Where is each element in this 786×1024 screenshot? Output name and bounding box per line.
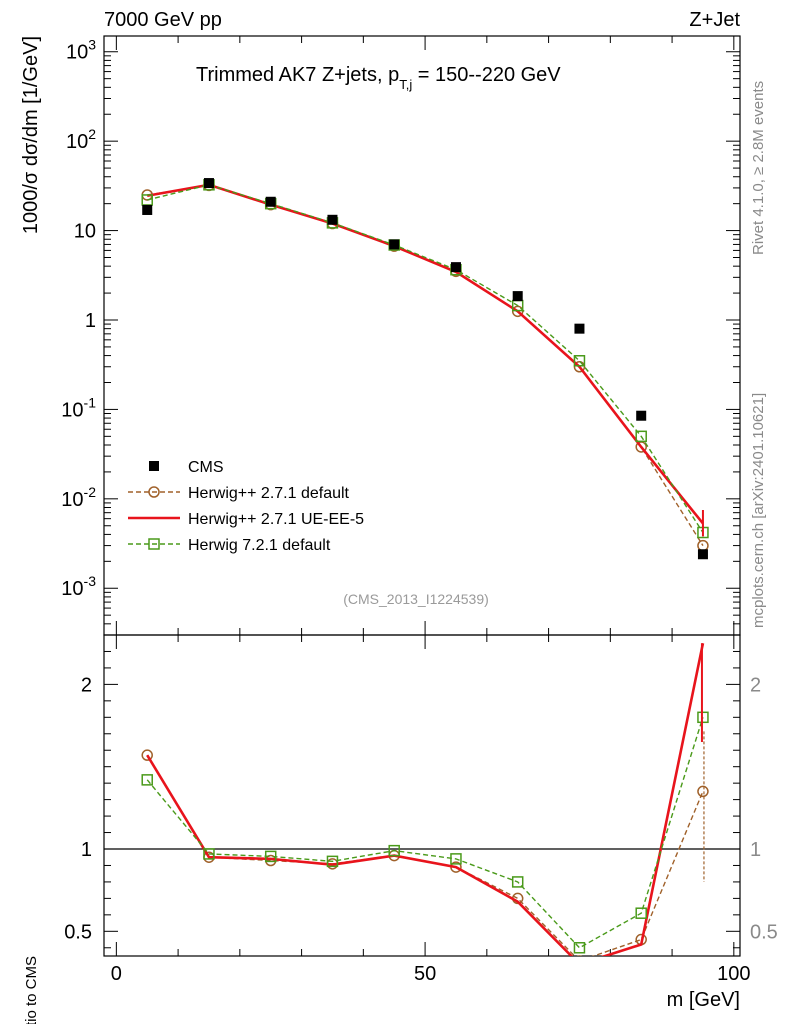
legend: CMS Herwig++ 2.7.1 default Herwig++ 2.7.1 … <box>128 459 364 554</box>
ratio-y-tick-label: 1 <box>81 839 92 861</box>
ratio-series-layer <box>141 642 709 956</box>
ratio-data-point <box>388 844 400 857</box>
main-series-herwig-7-2-1-default <box>141 179 709 539</box>
main-series-line <box>147 184 704 533</box>
ratio-plot-frame <box>103 634 741 957</box>
legend-item: Herwig++ 2.7.1 UE-EE-5 <box>128 511 364 528</box>
main-data-point <box>450 262 461 273</box>
ratio-data-point <box>511 876 524 888</box>
x-tick-label: 0 <box>111 963 122 985</box>
y-tick-label: 1 <box>85 310 96 332</box>
y-tick-label: 10-2 <box>61 484 96 511</box>
ratio-axes: 0 50 1000.5 0.51 12 2 <box>64 635 778 985</box>
x-axis-label: m [GeV] <box>667 989 740 1011</box>
y-tick-base: 10 <box>61 489 83 511</box>
legend-label: Herwig++ 2.7.1 default <box>188 485 350 502</box>
legend-label: Herwig++ 2.7.1 UE-EE-5 <box>188 511 364 528</box>
y-tick-base: 10 <box>66 131 88 153</box>
ratio-y-tick-label-right: 0.5 <box>750 921 778 943</box>
y-tick-base: 1 <box>85 310 96 332</box>
plot-title-main: Trimmed AK7 Z+jets, p <box>196 64 399 86</box>
legend-label: Herwig 7.2.1 default <box>188 537 331 554</box>
ratio-series-herwig-2-7-1-ue-ee-5 <box>146 642 705 956</box>
y-tick-base: 10 <box>61 399 83 421</box>
ratio-data-point <box>141 774 153 786</box>
x-tick-label: 100 <box>717 963 750 985</box>
mcplots-label: mcplots.cern.ch [arXiv:2401.10621] <box>750 393 767 628</box>
main-y-axis-label: 1000/σ dσ/dm [1/GeV] <box>20 36 42 234</box>
main-series-herwig-2-7-1-ue-ee-5 <box>146 183 704 525</box>
process-label: Z+Jet <box>689 9 740 31</box>
y-tick-label: 10-1 <box>61 394 96 421</box>
ratio-y-tick-label-right: 1 <box>750 839 761 861</box>
main-data-point <box>512 291 523 302</box>
y-tick-exponent: 3 <box>88 37 96 53</box>
plot-title-subscript: T,j <box>399 77 412 92</box>
legend-marker <box>148 486 160 498</box>
analysis-watermark: (CMS_2013_I1224539) <box>343 591 489 607</box>
main-data-point <box>636 410 647 421</box>
main-data-point <box>327 214 338 225</box>
ratio-y-tick-label-right: 2 <box>750 674 761 696</box>
legend-item: Herwig++ 2.7.1 default <box>128 485 350 502</box>
main-data-point <box>574 323 585 334</box>
main-data-point <box>141 194 153 206</box>
legend-marker <box>149 461 159 471</box>
ratio-y-tick-label: 0.5 <box>64 921 92 943</box>
ratio-data-point <box>264 850 277 863</box>
y-tick-exponent: 2 <box>88 126 96 142</box>
plot-title: Trimmed AK7 Z+jets, pT,j = 150--220 GeV <box>196 64 561 92</box>
ratio-data-point <box>576 955 583 956</box>
main-data-point <box>265 196 276 207</box>
y-tick-label: 103 <box>66 37 96 64</box>
main-data-point <box>573 360 586 373</box>
ratio-data-point <box>326 855 339 868</box>
energy-label: 7000 GeV pp <box>104 9 222 31</box>
main-series-line <box>146 183 704 525</box>
main-series-cms <box>142 178 708 560</box>
main-data-point <box>203 178 214 189</box>
main-series-layer <box>141 178 709 560</box>
y-tick-base: 10 <box>74 221 96 243</box>
ratio-data-point <box>203 848 215 860</box>
ratio-data-point <box>697 785 709 798</box>
ratio-series-herwig-7-2-1-default <box>141 711 709 954</box>
ratio-data-point <box>573 942 586 954</box>
legend-marker <box>148 538 160 550</box>
y-tick-exponent: -3 <box>84 573 97 589</box>
y-tick-exponent: -2 <box>84 484 97 500</box>
y-tick-exponent: -1 <box>84 394 97 410</box>
ratio-data-point <box>635 907 647 919</box>
ratio-y-axis-label: Ratio to CMS <box>23 956 40 1024</box>
main-data-point <box>389 239 400 250</box>
y-tick-label: 10-3 <box>61 573 96 600</box>
ratio-series-line <box>146 717 704 949</box>
main-data-point <box>573 355 586 367</box>
ratio-series-line <box>146 642 705 956</box>
legend-item: Herwig 7.2.1 default <box>128 537 331 554</box>
ratio-y-tick-label: 2 <box>81 674 92 696</box>
x-tick-label: 50 <box>414 963 436 985</box>
rivet-version-label: Rivet 4.1.0, ≥ 2.8M events <box>750 81 767 255</box>
y-tick-base: 10 <box>61 578 83 600</box>
main-data-point <box>142 204 153 215</box>
legend-label: CMS <box>188 459 224 476</box>
plot-title-suffix: = 150--220 GeV <box>412 64 561 86</box>
y-tick-base: 10 <box>66 42 88 64</box>
main-data-point <box>697 549 708 560</box>
y-tick-label: 102 <box>66 126 96 153</box>
legend-item: CMS <box>149 459 224 476</box>
ratio-data-point <box>141 749 153 761</box>
y-tick-label: 10 <box>74 221 96 243</box>
main-data-point <box>635 430 647 443</box>
ratio-data-point <box>450 853 462 865</box>
